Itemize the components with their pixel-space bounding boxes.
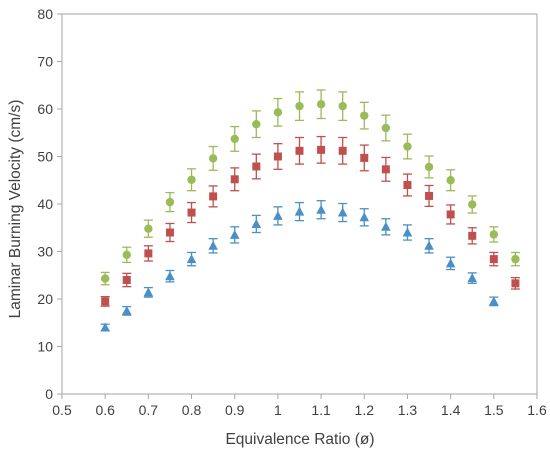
data-point — [446, 176, 455, 185]
y-tick-label: 0 — [45, 386, 53, 402]
data-point — [251, 218, 262, 228]
data-point — [337, 207, 348, 217]
data-point — [165, 228, 174, 237]
y-axis-title: Laminar Burning Velocity (cm/s) — [7, 100, 24, 319]
plot-area: 0.5 0.6 0.7 0.8 0.9 1 1.1 1.2 1.3 1.4 1.5 1.6 0 10 20 3… — [37, 6, 547, 418]
data-point — [338, 146, 347, 155]
data-point — [294, 206, 305, 216]
data-point — [360, 153, 369, 162]
data-point — [101, 297, 110, 306]
data-point — [467, 273, 478, 283]
y-tick-label: 30 — [37, 244, 53, 260]
data-point — [446, 210, 455, 219]
data-point — [381, 123, 391, 133]
y-tick-label: 20 — [37, 291, 53, 307]
data-point — [209, 192, 218, 201]
data-point — [229, 229, 240, 239]
data-point — [381, 165, 390, 174]
data-point — [144, 224, 153, 233]
x-tick-label: 0.5 — [52, 402, 72, 418]
data-point — [511, 254, 520, 264]
data-point — [468, 231, 477, 240]
data-point — [317, 145, 326, 154]
data-point — [489, 255, 498, 264]
data-point — [489, 230, 499, 239]
data-point — [468, 200, 477, 209]
data-point — [187, 208, 196, 217]
data-point — [273, 152, 282, 161]
y-tick-label: 60 — [37, 101, 53, 117]
x-tick-label: 1.2 — [355, 402, 375, 418]
data-point — [100, 322, 110, 332]
data-point — [208, 240, 218, 250]
data-point — [165, 197, 175, 207]
x-tick-label: 1.3 — [398, 402, 418, 418]
x-tick-label: 0.9 — [225, 402, 245, 418]
y-tick-label: 40 — [37, 196, 53, 212]
x-tick-label: 1.5 — [484, 402, 504, 418]
data-point — [403, 181, 412, 189]
data-point — [122, 276, 131, 284]
data-point — [445, 258, 456, 268]
data-point — [165, 271, 175, 281]
data-point — [424, 162, 434, 172]
data-point — [403, 142, 412, 151]
data-point — [402, 227, 413, 237]
y-tick-label: 70 — [37, 54, 53, 70]
data-point — [143, 287, 154, 297]
data-point — [360, 111, 369, 120]
data-point — [273, 108, 283, 117]
data-point — [144, 249, 153, 258]
data-point — [316, 204, 326, 214]
data-point — [208, 154, 218, 163]
x-tick-label: 1.6 — [527, 402, 547, 418]
data-point — [273, 210, 283, 220]
data-point — [230, 134, 239, 144]
data-point — [122, 250, 131, 260]
y-tick-label: 10 — [37, 339, 53, 355]
y-tick-label: 50 — [37, 149, 53, 165]
data-point — [381, 221, 391, 231]
data-point — [100, 274, 110, 283]
y-tick-label: 80 — [37, 6, 53, 22]
x-tick-label: 1 — [274, 402, 282, 418]
x-tick-label: 0.6 — [95, 402, 115, 418]
x-axis-title: Equivalence Ratio (ø) — [225, 431, 374, 448]
data-point — [295, 146, 304, 155]
data-point — [316, 100, 326, 109]
data-point — [424, 240, 434, 250]
data-point — [489, 296, 499, 306]
data-point — [186, 254, 197, 264]
data-point — [252, 120, 261, 129]
x-tick-label: 0.7 — [139, 402, 159, 418]
data-point — [425, 191, 434, 200]
data-point — [230, 175, 239, 184]
data-point — [359, 212, 370, 222]
data-point — [338, 101, 347, 111]
x-tick-label: 1.1 — [311, 402, 331, 418]
data-point — [295, 101, 304, 111]
data-point — [187, 175, 196, 184]
data-point — [252, 162, 261, 171]
data-point — [511, 279, 520, 288]
x-tick-label: 1.4 — [441, 402, 461, 418]
data-point — [121, 305, 132, 315]
x-tick-label: 0.8 — [182, 402, 202, 418]
